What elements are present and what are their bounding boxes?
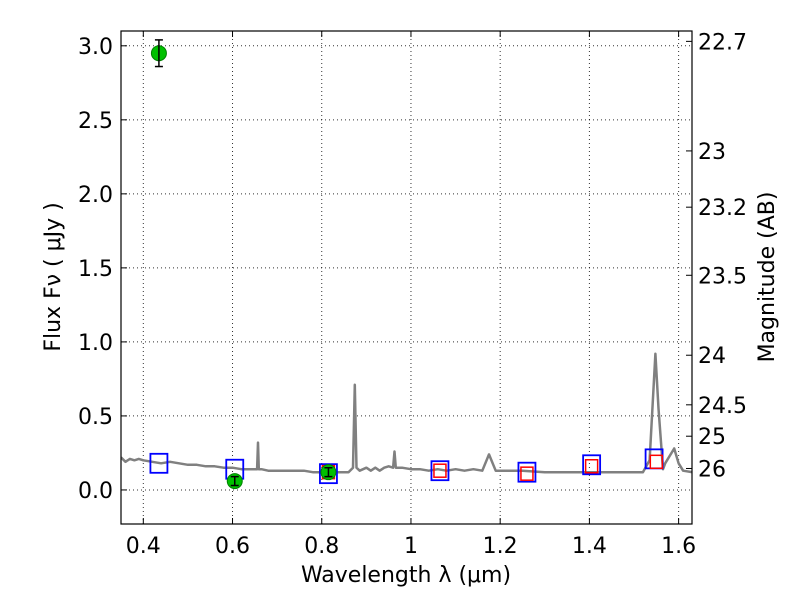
x-tick-label: 1.2 <box>483 534 518 559</box>
x-axis-label: Wavelength λ (μm) <box>301 563 511 588</box>
y-tick-label: 0.0 <box>78 479 113 504</box>
blue-square-marker <box>319 463 338 485</box>
plot-series <box>121 39 692 490</box>
y2-tick-label: 24 <box>698 344 726 369</box>
plot-area <box>121 31 692 524</box>
x-tick-label: 1.4 <box>572 534 607 559</box>
y2-tick-label: 26 <box>698 457 726 482</box>
y-tick-label: 3.0 <box>78 35 113 60</box>
y-tick-label: 0.5 <box>78 405 113 430</box>
red-square-marker <box>649 454 664 470</box>
red-square-marker <box>433 463 447 478</box>
x-tick-label: 0.6 <box>215 534 250 559</box>
y-tick-label: 2.5 <box>78 109 113 134</box>
red-square-marker <box>584 459 599 474</box>
plot-data <box>121 39 692 490</box>
y2-tick-label: 24.5 <box>698 394 747 419</box>
x-tick-label: 1.6 <box>661 534 696 559</box>
y-tick-label: 1.5 <box>78 257 113 282</box>
y2-axis-label: Magnitude (AB) <box>755 192 780 363</box>
blue-square-marker <box>430 460 450 482</box>
x-tick-label: 1 <box>404 534 418 559</box>
x-tick-label: 0.4 <box>126 534 161 559</box>
x-tick-label: 0.8 <box>304 534 339 559</box>
y-tick-label: 2.0 <box>78 183 113 208</box>
y2-tick-label: 23 <box>698 140 726 165</box>
y2-tick-label: 23.5 <box>698 264 747 289</box>
blue-square-marker <box>582 454 602 476</box>
y2-tick-label: 23.2 <box>698 196 747 221</box>
ticks <box>121 31 692 524</box>
blue-square-marker <box>149 452 169 474</box>
y2-tick-label: 22.7 <box>698 30 747 55</box>
plot-frame <box>120 30 693 525</box>
red-square-marker <box>520 466 534 481</box>
blue-square-marker <box>517 461 537 483</box>
y-tick-label: 1.0 <box>78 331 113 356</box>
y2-tick-label: 25 <box>698 425 726 450</box>
y-axis-label: Flux Fν ( μJy ) <box>41 202 66 351</box>
tick-labels: 0.4 0.6 0.8 1 1.2 1.4 1.6 0.0 0.5 1.0 1.5 2.0 2.5 3.0… <box>78 30 747 559</box>
